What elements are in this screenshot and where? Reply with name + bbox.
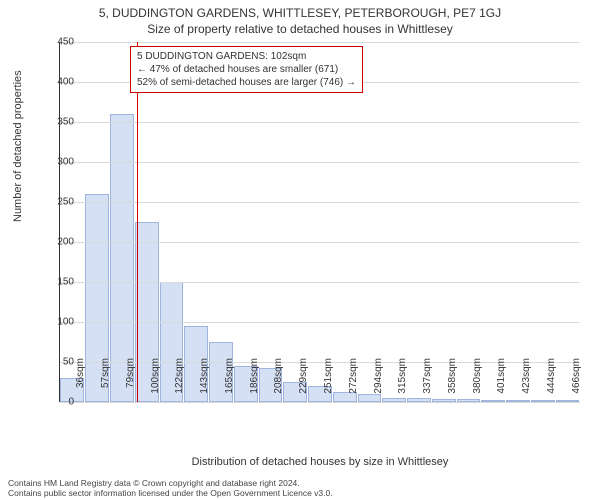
- x-tick-label: 229sqm: [298, 358, 309, 406]
- gridline: [60, 322, 580, 323]
- callout-line: ← 47% of detached houses are smaller (67…: [137, 63, 356, 76]
- x-tick-label: 294sqm: [373, 358, 384, 406]
- y-tick-label: 400: [40, 77, 74, 88]
- x-tick-label: 315sqm: [397, 358, 408, 406]
- gridline: [60, 42, 580, 43]
- y-tick-label: 350: [40, 117, 74, 128]
- footer-line: Contains public sector information licen…: [8, 488, 333, 498]
- gridline: [60, 122, 580, 123]
- x-tick-label: 57sqm: [100, 358, 111, 406]
- callout-line: 52% of semi-detached houses are larger (…: [137, 76, 356, 89]
- x-tick-label: 36sqm: [75, 358, 86, 406]
- gridline: [60, 162, 580, 163]
- y-tick-label: 250: [40, 197, 74, 208]
- x-tick-label: 423sqm: [521, 358, 532, 406]
- x-tick-label: 122sqm: [174, 358, 185, 406]
- x-axis-title: Distribution of detached houses by size …: [60, 456, 580, 468]
- page-subtitle: Size of property relative to detached ho…: [0, 22, 600, 36]
- gridline: [60, 242, 580, 243]
- marker-line: [137, 42, 138, 402]
- y-tick-label: 450: [40, 37, 74, 48]
- y-tick-label: 150: [40, 277, 74, 288]
- page-title: 5, DUDDINGTON GARDENS, WHITTLESEY, PETER…: [0, 6, 600, 20]
- footer-line: Contains HM Land Registry data © Crown c…: [8, 478, 333, 488]
- gridline: [60, 202, 580, 203]
- y-tick-label: 100: [40, 317, 74, 328]
- y-tick-label: 0: [40, 397, 74, 408]
- x-tick-label: 165sqm: [224, 358, 235, 406]
- x-tick-label: 143sqm: [199, 358, 210, 406]
- x-tick-label: 272sqm: [348, 358, 359, 406]
- bars-container: [60, 42, 580, 402]
- x-tick-label: 208sqm: [273, 358, 284, 406]
- x-tick-label: 401sqm: [496, 358, 507, 406]
- x-tick-label: 337sqm: [422, 358, 433, 406]
- x-tick-label: 380sqm: [472, 358, 483, 406]
- callout-box: 5 DUDDINGTON GARDENS: 102sqm ← 47% of de…: [130, 46, 363, 93]
- x-tick-label: 100sqm: [150, 358, 161, 406]
- x-tick-label: 466sqm: [571, 358, 582, 406]
- x-tick-label: 358sqm: [447, 358, 458, 406]
- gridline: [60, 282, 580, 283]
- y-tick-label: 200: [40, 237, 74, 248]
- y-tick-label: 50: [40, 357, 74, 368]
- y-tick-label: 300: [40, 157, 74, 168]
- y-axis-title: Number of detached properties: [12, 70, 24, 222]
- footer-attribution: Contains HM Land Registry data © Crown c…: [8, 478, 333, 498]
- callout-line: 5 DUDDINGTON GARDENS: 102sqm: [137, 50, 356, 63]
- x-tick-label: 251sqm: [323, 358, 334, 406]
- x-tick-label: 79sqm: [125, 358, 136, 406]
- plot-area: [60, 42, 580, 402]
- x-tick-label: 186sqm: [249, 358, 260, 406]
- x-tick-label: 444sqm: [546, 358, 557, 406]
